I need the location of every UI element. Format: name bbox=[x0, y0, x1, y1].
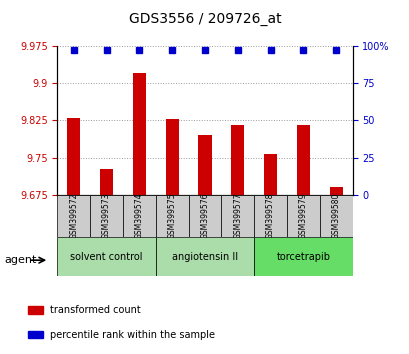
FancyBboxPatch shape bbox=[188, 195, 221, 237]
Bar bbox=[28, 331, 43, 338]
Bar bbox=[165, 119, 178, 195]
FancyBboxPatch shape bbox=[123, 195, 155, 237]
Text: GSM399578: GSM399578 bbox=[265, 193, 274, 239]
Text: agent: agent bbox=[4, 255, 36, 265]
FancyBboxPatch shape bbox=[254, 195, 286, 237]
Text: GSM399575: GSM399575 bbox=[167, 193, 176, 239]
Text: percentile rank within the sample: percentile rank within the sample bbox=[50, 330, 214, 339]
Text: solvent control: solvent control bbox=[70, 252, 142, 262]
Bar bbox=[329, 187, 342, 195]
Bar bbox=[100, 169, 113, 195]
Text: torcetrapib: torcetrapib bbox=[276, 252, 330, 262]
Text: transformed count: transformed count bbox=[50, 305, 140, 315]
Text: GDS3556 / 209726_at: GDS3556 / 209726_at bbox=[128, 12, 281, 27]
Text: GSM399577: GSM399577 bbox=[233, 193, 242, 239]
Text: GSM399574: GSM399574 bbox=[135, 193, 144, 239]
Text: GSM399580: GSM399580 bbox=[331, 193, 340, 239]
FancyBboxPatch shape bbox=[286, 195, 319, 237]
FancyBboxPatch shape bbox=[90, 195, 123, 237]
FancyBboxPatch shape bbox=[254, 237, 352, 276]
Text: GSM399573: GSM399573 bbox=[102, 193, 111, 239]
Bar bbox=[263, 154, 276, 195]
FancyBboxPatch shape bbox=[221, 195, 254, 237]
Text: angiotensin II: angiotensin II bbox=[171, 252, 238, 262]
Bar bbox=[67, 118, 80, 195]
Text: GSM399576: GSM399576 bbox=[200, 193, 209, 239]
Bar bbox=[133, 73, 146, 195]
FancyBboxPatch shape bbox=[155, 195, 188, 237]
FancyBboxPatch shape bbox=[57, 237, 155, 276]
Text: GSM399572: GSM399572 bbox=[69, 193, 78, 239]
Bar bbox=[231, 125, 244, 195]
Bar bbox=[296, 125, 309, 195]
Bar bbox=[28, 306, 43, 314]
Text: GSM399579: GSM399579 bbox=[298, 193, 307, 239]
FancyBboxPatch shape bbox=[319, 195, 352, 237]
FancyBboxPatch shape bbox=[57, 195, 90, 237]
Bar bbox=[198, 135, 211, 195]
FancyBboxPatch shape bbox=[155, 237, 254, 276]
